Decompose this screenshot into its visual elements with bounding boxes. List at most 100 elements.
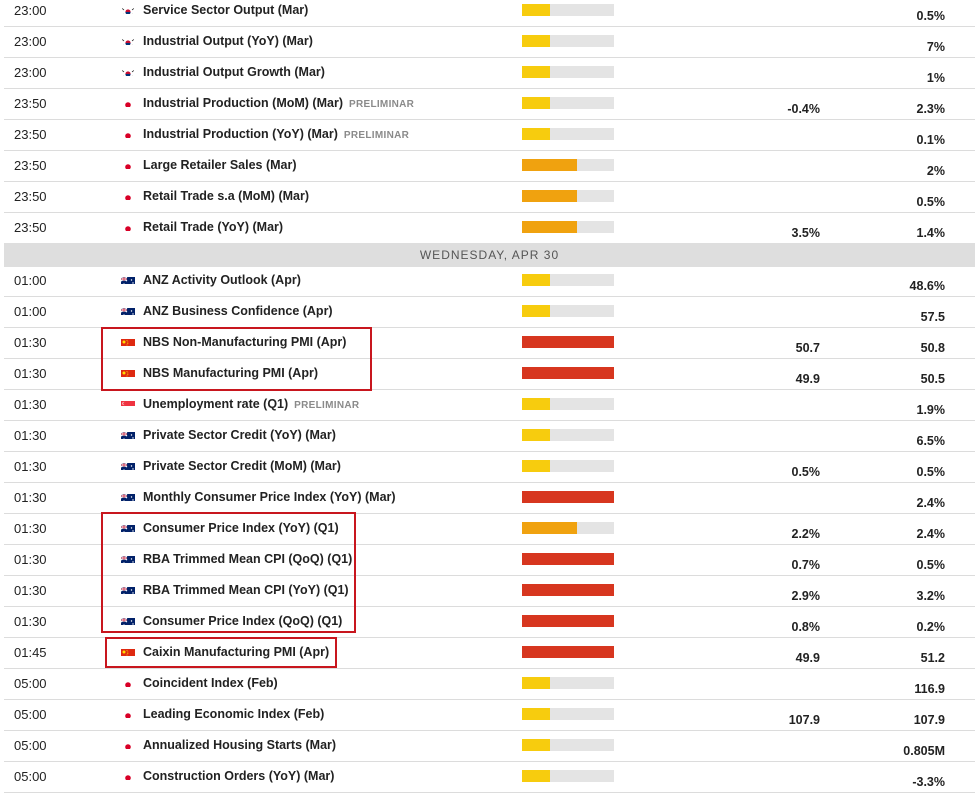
actual-value: -0.4% [787,102,820,116]
event-name[interactable]: NBS Non-Manufacturing PMI (Apr) [143,327,346,358]
event-time: 01:30 [14,397,47,412]
event-row[interactable]: 05:00 Leading Economic Index (Feb) 107.9 10… [4,699,975,731]
event-row[interactable]: 23:50 Retail Trade s.a (MoM) (Mar) 0.5% [4,181,975,213]
actual-value: 49.9 [795,372,820,386]
event-time: 23:50 [14,189,47,204]
event-time: 01:30 [14,521,47,536]
event-row[interactable]: 01:30 RBA Trimmed Mean CPI (QoQ) (Q1) 0.7%… [4,544,975,576]
event-name-text: Industrial Output Growth (Mar) [143,65,325,79]
impact-bar-fill [522,615,614,627]
event-name[interactable]: Leading Economic Index (Feb) [143,699,324,730]
event-name[interactable]: ANZ Activity Outlook (Apr) [143,265,301,296]
event-row[interactable]: 23:00 Service Sector Output (Mar) 0.5% [4,0,975,27]
event-name-text: Retail Trade s.a (MoM) (Mar) [143,189,309,203]
highlight-box-australia-cpi [101,512,356,633]
impact-bar [522,491,614,503]
impact-bar [522,190,614,202]
actual-value: 2.2% [791,527,821,541]
event-row[interactable]: 01:30 NBS Non-Manufacturing PMI (Apr) 50.7… [4,327,975,359]
event-name-text: Industrial Output (YoY) (Mar) [143,34,313,48]
event-name[interactable]: Monthly Consumer Price Index (YoY) (Mar) [143,482,396,513]
event-row[interactable]: 01:45 Caixin Manufacturing PMI (Apr) 49.9 5… [4,637,975,669]
event-name[interactable]: Unemployment rate (Q1) PRELIMINAR [143,389,359,421]
impact-bar-fill [522,522,578,534]
event-time: 05:00 [14,738,47,753]
flag-au-icon [121,584,135,594]
event-row[interactable]: 23:50 Large Retailer Sales (Mar) 2% [4,150,975,182]
flag-jp-icon [121,159,135,169]
flag-cn-icon [121,646,135,656]
impact-bar-fill [522,708,550,720]
impact-bar-fill [522,274,550,286]
highlight-box-caixin-pmi [105,637,337,668]
event-name-text: Industrial Production (MoM) (Mar) [143,96,343,110]
flag-au-icon [121,460,135,470]
impact-bar-fill [522,429,550,441]
event-time: 23:00 [14,65,47,80]
event-name[interactable]: RBA Trimmed Mean CPI (QoQ) (Q1) [143,544,352,575]
impact-bar-fill [522,66,550,78]
event-row[interactable]: 23:50 Industrial Production (YoY) (Mar) PR… [4,119,975,151]
event-name[interactable]: Private Sector Credit (YoY) (Mar) [143,420,336,451]
flag-kr-icon [121,35,135,45]
impact-bar [522,305,614,317]
event-row[interactable]: 01:30 NBS Manufacturing PMI (Apr) 49.9 50.5 [4,358,975,390]
event-row[interactable]: 01:30 Private Sector Credit (YoY) (Mar) 6.… [4,420,975,452]
event-name[interactable]: Industrial Output (YoY) (Mar) [143,26,313,57]
event-row[interactable]: 01:00 ANZ Business Confidence (Apr) 57.5 [4,296,975,328]
event-row[interactable]: 01:30 Consumer Price Index (QoQ) (Q1) 0.8%… [4,606,975,638]
event-row[interactable]: 05:00 Construction Orders (YoY) (Mar) -3.3… [4,761,975,793]
impact-bar-fill [522,159,578,171]
event-time: 01:30 [14,459,47,474]
event-name[interactable]: Construction Orders (YoY) (Mar) [143,761,334,792]
event-row[interactable]: 23:00 Industrial Output (YoY) (Mar) 7% [4,26,975,58]
forecast-value: 50.8 [920,341,945,355]
event-name[interactable]: Industrial Production (YoY) (Mar) PRELIMI… [143,119,409,151]
event-name[interactable]: Coincident Index (Feb) [143,668,278,699]
actual-value: 49.9 [795,651,820,665]
forecast-value: 1.4% [916,226,946,240]
flag-jp-icon [121,190,135,200]
event-row[interactable]: 01:30 Private Sector Credit (MoM) (Mar) 0.… [4,451,975,483]
impact-bar-fill [522,770,550,782]
event-row[interactable]: 01:30 Monthly Consumer Price Index (YoY) … [4,482,975,514]
event-row[interactable]: 23:50 Retail Trade (YoY) (Mar) 3.5% 1.4% [4,212,975,244]
event-name[interactable]: NBS Manufacturing PMI (Apr) [143,358,318,389]
event-name-text: Unemployment rate (Q1) [143,397,289,411]
event-name-text: ANZ Activity Outlook (Apr) [143,273,301,287]
event-row[interactable]: 23:50 Industrial Production (MoM) (Mar) PR… [4,88,975,120]
event-name[interactable]: RBA Trimmed Mean CPI (YoY) (Q1) [143,575,349,606]
event-name-text: Service Sector Output (Mar) [143,3,309,17]
event-name[interactable]: Industrial Output Growth (Mar) [143,57,325,88]
event-time: 01:30 [14,614,47,629]
event-name[interactable]: Large Retailer Sales (Mar) [143,150,297,181]
event-name[interactable]: Consumer Price Index (QoQ) (Q1) [143,606,342,637]
event-name-text: Monthly Consumer Price Index (YoY) (Mar) [143,490,396,504]
event-name[interactable]: Retail Trade (YoY) (Mar) [143,212,283,243]
forecast-value: 7% [926,40,945,54]
event-row[interactable]: 23:00 Industrial Output Growth (Mar) 1% [4,57,975,89]
event-name[interactable]: Annualized Housing Starts (Mar) [143,730,336,761]
event-name[interactable]: Service Sector Output (Mar) [143,0,308,26]
forecast-value: 3.2% [916,589,946,603]
event-name[interactable]: Retail Trade s.a (MoM) (Mar) [143,181,309,212]
event-row[interactable]: 01:30 Unemployment rate (Q1) PRELIMINAR 1.9… [4,389,975,421]
flag-au-icon [121,491,135,501]
event-row[interactable]: 01:00 ANZ Activity Outlook (Apr) 48.6% [4,265,975,297]
event-row[interactable]: 05:00 Coincident Index (Feb) 116.9 [4,668,975,700]
event-name[interactable]: Private Sector Credit (MoM) (Mar) [143,451,341,482]
event-row[interactable]: 05:00 Annualized Housing Starts (Mar) 0.80… [4,730,975,762]
event-name[interactable]: Industrial Production (MoM) (Mar) PRELIMI… [143,88,414,120]
event-name-text: NBS Manufacturing PMI (Apr) [143,366,318,380]
event-time: 01:45 [14,645,47,660]
event-name[interactable]: ANZ Business Confidence (Apr) [143,296,333,327]
impact-bar [522,4,614,16]
event-row[interactable]: 01:30 Consumer Price Index (YoY) (Q1) 2.2%… [4,513,975,545]
forecast-value: 2.4% [916,527,946,541]
forecast-value: 51.2 [920,651,945,665]
event-name[interactable]: Consumer Price Index (YoY) (Q1) [143,513,339,544]
event-name[interactable]: Caixin Manufacturing PMI (Apr) [143,637,329,668]
impact-bar [522,159,614,171]
day-header: WEDNESDAY, APR 30 [4,243,975,267]
event-row[interactable]: 01:30 RBA Trimmed Mean CPI (YoY) (Q1) 2.9%… [4,575,975,607]
